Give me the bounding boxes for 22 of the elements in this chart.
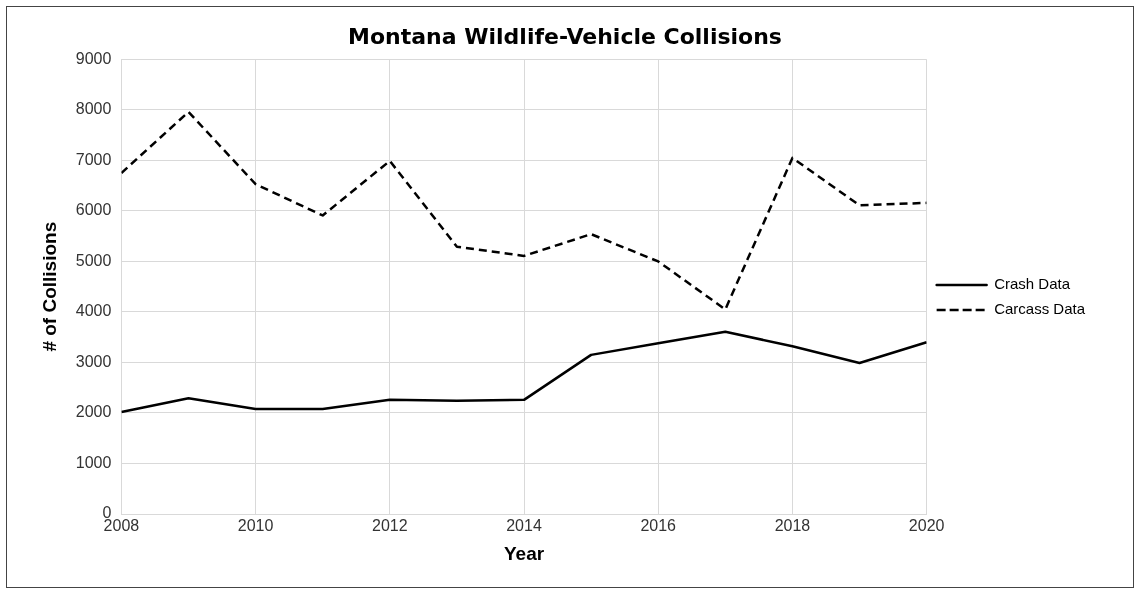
chart-title: Montana Wildlife-Vehicle Collisions [348,23,782,49]
y-tick-label: 6000 [75,201,112,219]
x-tick-label: 2014 [506,517,542,535]
y-tick-label: 9000 [75,49,112,67]
y-tick-label: 3000 [75,352,112,370]
y-tick-label: 7000 [75,150,112,168]
y-tick-label: 5000 [75,251,112,269]
y-tick-label: 2000 [75,403,112,421]
y-axis-title: # of Collisions [38,221,60,352]
x-tick-label: 2012 [372,517,408,535]
x-tick-label: 2010 [237,517,274,535]
y-tick-label: 8000 [75,100,112,118]
legend-label: Crash Data [994,275,1071,293]
y-tick-label: 4000 [75,302,112,320]
x-tick-label: 2008 [103,517,140,535]
legend-label: Carcass Data [994,300,1086,318]
y-tick-label: 1000 [75,453,112,471]
x-tick-label: 2016 [640,517,677,535]
line-series [121,110,927,311]
x-tick-label: 2020 [908,517,945,535]
x-axis-title: Year [503,542,545,564]
x-tick-label: 2018 [774,517,811,535]
